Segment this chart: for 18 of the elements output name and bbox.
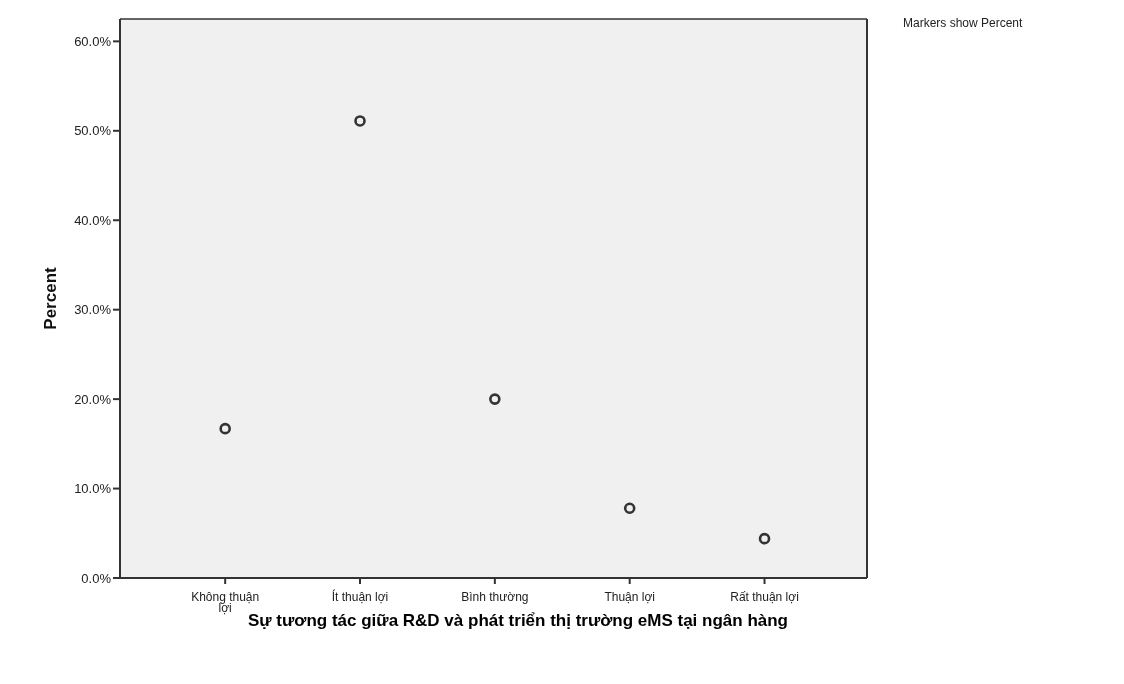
y-tick-label: 0.0% <box>81 570 112 586</box>
y-tick-label: 40.0% <box>74 212 112 228</box>
x-tick-label: Bình thường <box>461 589 529 604</box>
y-tick-label: 30.0% <box>74 302 112 318</box>
point <box>219 422 231 435</box>
x-tick-label: Thuận lợi <box>604 589 655 604</box>
y-tick-label: 20.0% <box>74 391 112 407</box>
y-tick-label: 50.0% <box>74 123 112 139</box>
point <box>354 115 366 127</box>
text: Markers show Percent <box>903 16 1023 30</box>
y-axis-title: Percent <box>41 266 61 330</box>
point <box>623 502 636 515</box>
y-tick-label: 60.0% <box>74 33 112 49</box>
y-tick-label: 10.0% <box>74 481 112 497</box>
point <box>758 532 771 545</box>
x-tick-label: Rất thuận lợi <box>730 589 799 604</box>
point <box>489 393 501 405</box>
x-tick-label: Ít thuận lợi <box>331 588 389 604</box>
